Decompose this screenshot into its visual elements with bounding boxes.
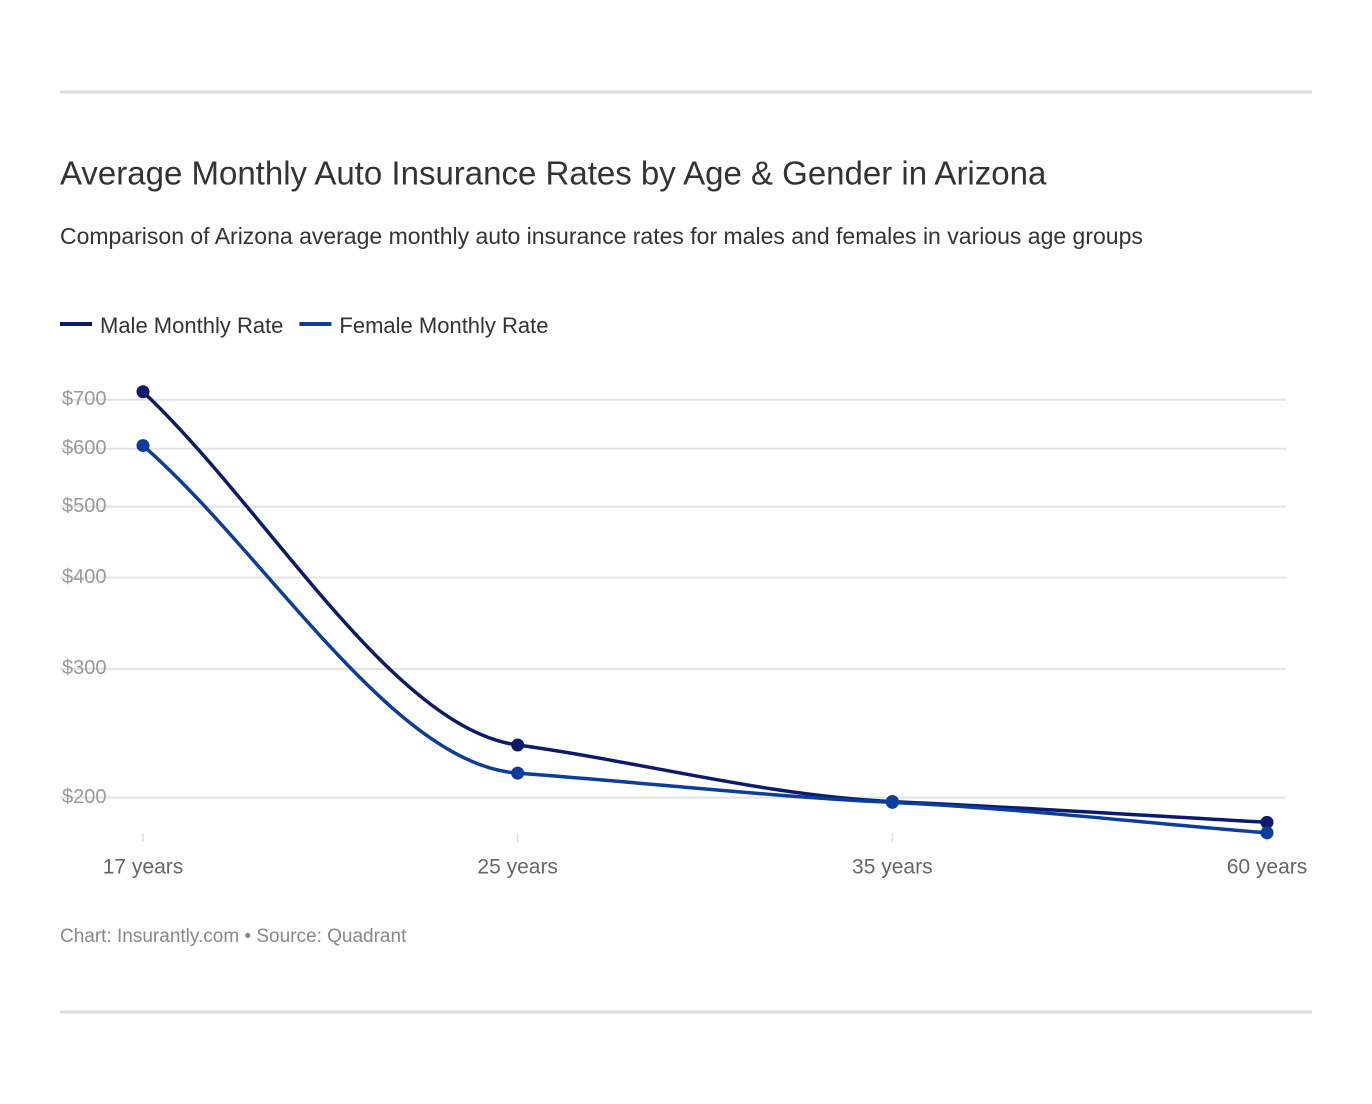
data-point bbox=[136, 385, 150, 399]
y-tick-label: $500 bbox=[62, 495, 107, 517]
chart-footer: Chart: Insurantly.com • Source: Quadrant bbox=[60, 926, 407, 947]
chart-subtitle: Comparison of Arizona average monthly au… bbox=[60, 223, 1143, 249]
series-line bbox=[141, 444, 1268, 835]
data-point bbox=[136, 439, 150, 453]
legend-label: Male Monthly Rate bbox=[100, 313, 283, 338]
x-tick-label: 35 years bbox=[852, 856, 933, 879]
data-point bbox=[885, 795, 899, 809]
x-tick-label: 60 years bbox=[1227, 856, 1308, 879]
x-tick-label: 17 years bbox=[103, 856, 184, 879]
data-point bbox=[511, 766, 525, 780]
chart-title: Average Monthly Auto Insurance Rates by … bbox=[60, 155, 1047, 192]
data-point bbox=[1260, 826, 1274, 840]
y-tick-label: $700 bbox=[62, 388, 107, 410]
series-line bbox=[141, 390, 1268, 825]
legend-label: Female Monthly Rate bbox=[339, 313, 548, 338]
y-tick-label: $300 bbox=[62, 657, 107, 679]
y-tick-label: $400 bbox=[62, 566, 107, 588]
legend: Male Monthly Rate Female Monthly Rate bbox=[60, 313, 549, 338]
x-tick-label: 25 years bbox=[477, 856, 558, 879]
y-tick-label: $600 bbox=[62, 437, 107, 459]
data-point bbox=[1260, 815, 1274, 829]
data-point bbox=[511, 738, 525, 752]
y-tick-label: $200 bbox=[62, 786, 107, 808]
